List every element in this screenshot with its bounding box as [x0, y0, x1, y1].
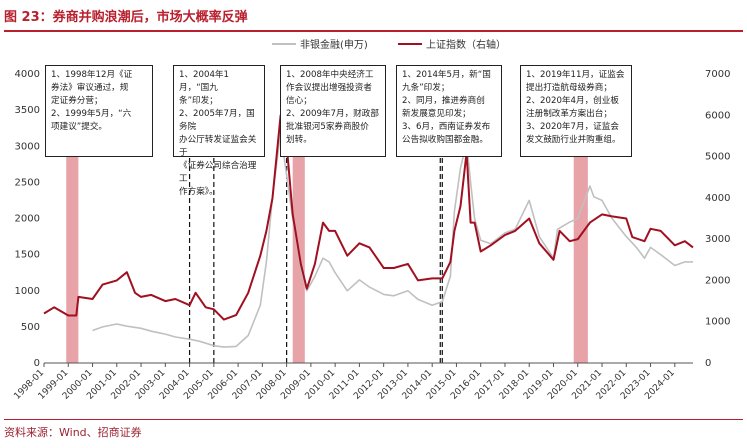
- chart: 0 500 1000 1500 2000 2500 3000 3500 4000 0 1000 200…: [12, 38, 730, 402]
- annotation-line: 发文鼓励行业并购重组。: [526, 135, 621, 145]
- annotation-line: 1、2008年中央经济工: [286, 70, 374, 80]
- left-y-tick-label: 4000: [15, 69, 40, 80]
- annotation-line: 办公厅转发证监会关于: [179, 135, 257, 158]
- annotation-line: 批准银河5家券商股价: [286, 122, 369, 132]
- left-y-tick-label: 1000: [15, 286, 40, 297]
- annotation-line: 券法》审议通过，规: [51, 83, 129, 93]
- annotation-line: 条”印发；: [179, 96, 218, 106]
- annotation-line: 作方案》。: [179, 187, 218, 197]
- annotation-line: 3、2020年7月，证监会: [526, 122, 619, 132]
- annotation-line: 提出打造航母级券商；: [526, 83, 612, 93]
- annotation-line: 1、1998年12月《证: [51, 70, 133, 80]
- figure-title: 图 23：券商并购浪潮后，市场大概率反弹: [4, 10, 248, 25]
- annotation-line: 注册制改革方案出台；: [526, 109, 612, 119]
- left-y-tick-label: 0: [34, 358, 40, 369]
- right-y-tick-label: 0: [705, 358, 711, 369]
- series-shanghai-index-line: [43, 114, 694, 321]
- annotation-line: 九条”印发；: [402, 83, 450, 93]
- series-nonbank-finance-line: [92, 131, 693, 348]
- annotation-line: 1、2019年11月，证监会: [526, 70, 625, 80]
- right-y-tick-label: 1000: [705, 317, 730, 328]
- annotation-line: 公告拟收购国都金融。: [402, 135, 488, 145]
- annotation-line: 2、2009年7月，财政部: [286, 109, 379, 119]
- right-y-tick-label: 5000: [705, 152, 730, 163]
- annotation-line: 1、2014年5月，新“国: [402, 70, 491, 80]
- left-y-tick-label: 2000: [15, 214, 40, 225]
- annotation-line: 新发展意见印发；: [402, 109, 471, 119]
- right-y-tick-label: 3000: [705, 234, 730, 245]
- annotation-line: 1、2004年1月，“国九: [179, 70, 229, 93]
- annotation-line: 2、同月，推进券商创: [402, 96, 485, 106]
- annotation-line: 定证券分营；: [51, 96, 103, 106]
- annotation-line: 作会议提出增强投资者: [286, 83, 372, 93]
- right-y-tick-label: 7000: [705, 69, 730, 80]
- annotation-line: 《证券公司综合治理工: [179, 161, 257, 184]
- annotation-line: 项建议”提交。: [51, 122, 108, 132]
- left-y-tick-label: 3500: [15, 105, 40, 116]
- right-y-tick-label: 6000: [705, 110, 730, 121]
- legend-label-shanghai: 上证指数（右轴）: [426, 38, 506, 51]
- annotation-box: 1、2014年5月，新“国 九条”印发； 2、同月，推进券商创 新发展意见印发； 3、6…: [396, 65, 502, 157]
- annotation-line: 2、1999年5月，“六: [51, 109, 132, 119]
- annotation-box: 1、1998年12月《证 券法》审议通过，规 定证券分营； 2、1999年5月，“六项…: [45, 65, 153, 157]
- annotation-line: 2、2005年7月，国务院: [179, 109, 255, 132]
- annotation-box: 1、2019年11月，证监会 提出打造航母级券商； 2、2020年4月，创业板 注册制…: [520, 65, 632, 157]
- right-y-tick-label: 2000: [705, 275, 730, 286]
- left-y-tick-label: 1500: [15, 250, 40, 261]
- annotation-box: 1、2004年1月，“国九条”印发； 2、2005年7月，国务院 办公厅转发证监会关…: [173, 65, 265, 197]
- left-y-tick-label: 500: [21, 322, 40, 333]
- annotation-line: 3、6月，西南证券发布: [402, 122, 491, 132]
- annotation-line: 信心；: [286, 96, 312, 106]
- title-divider: [4, 30, 743, 32]
- source-note: 资料来源：Wind、招商证券: [4, 426, 142, 439]
- annotation-line: 划转。: [286, 135, 312, 145]
- annotation-line: 2、2020年4月，创业板: [526, 96, 619, 106]
- right-y-tick-label: 4000: [705, 193, 730, 204]
- annotation-box: 1、2008年中央经济工 作会议提出增强投资者 信心； 2、2009年7月，财政部 批准…: [280, 65, 386, 157]
- left-y-tick-label: 2500: [15, 177, 40, 188]
- legend-label-nonbank: 非银金融(申万): [300, 38, 368, 51]
- source-divider: [4, 419, 743, 420]
- left-y-tick-label: 3000: [15, 141, 40, 152]
